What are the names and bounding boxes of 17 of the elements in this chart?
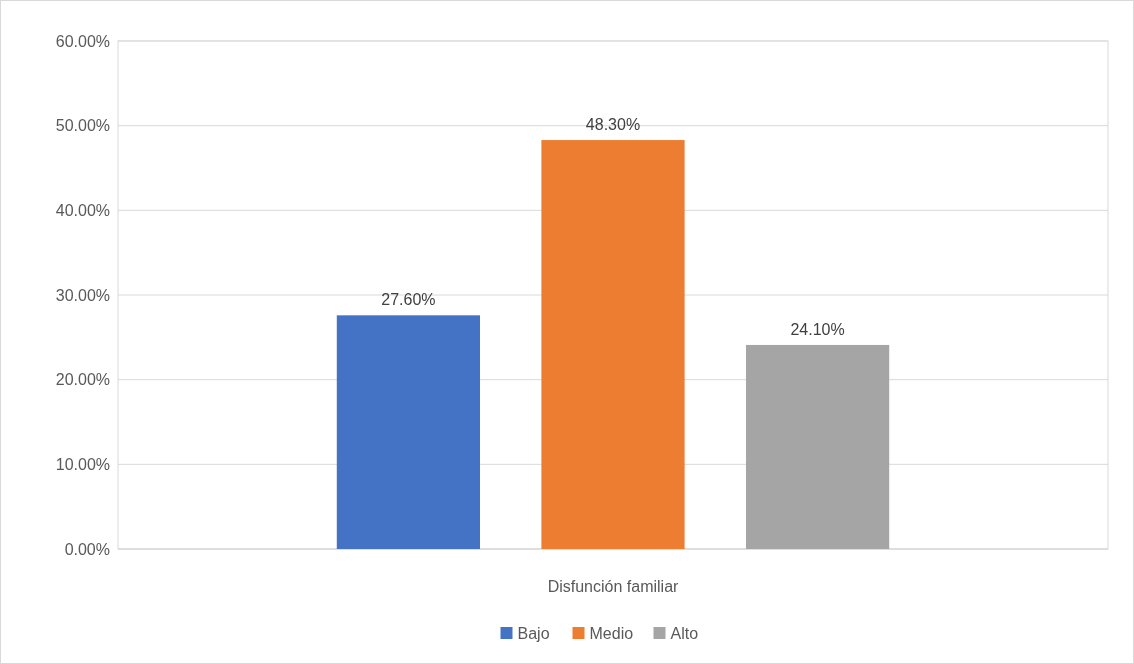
- legend-label: Alto: [670, 624, 699, 642]
- data-label: 48.30%: [585, 116, 641, 134]
- x-tick-label: Disfunción familiar: [547, 578, 680, 595]
- data-label: 27.60%: [381, 291, 436, 309]
- y-tick-label: 40.00%: [55, 201, 110, 219]
- legend-label: Bajo: [517, 624, 550, 642]
- y-tick-label: 50.00%: [55, 117, 110, 135]
- y-tick-label: 30.00%: [55, 286, 110, 304]
- y-tick-label: 0.00%: [64, 540, 110, 558]
- bar: [541, 140, 685, 549]
- bar: [745, 344, 890, 549]
- bar: [336, 315, 481, 549]
- legend-label: Medio: [589, 624, 634, 642]
- y-tick-label: 20.00%: [55, 371, 110, 389]
- y-tick-label: 10.00%: [55, 455, 110, 473]
- y-tick-label: 60.00%: [55, 32, 110, 50]
- data-label: 24.10%: [790, 320, 845, 338]
